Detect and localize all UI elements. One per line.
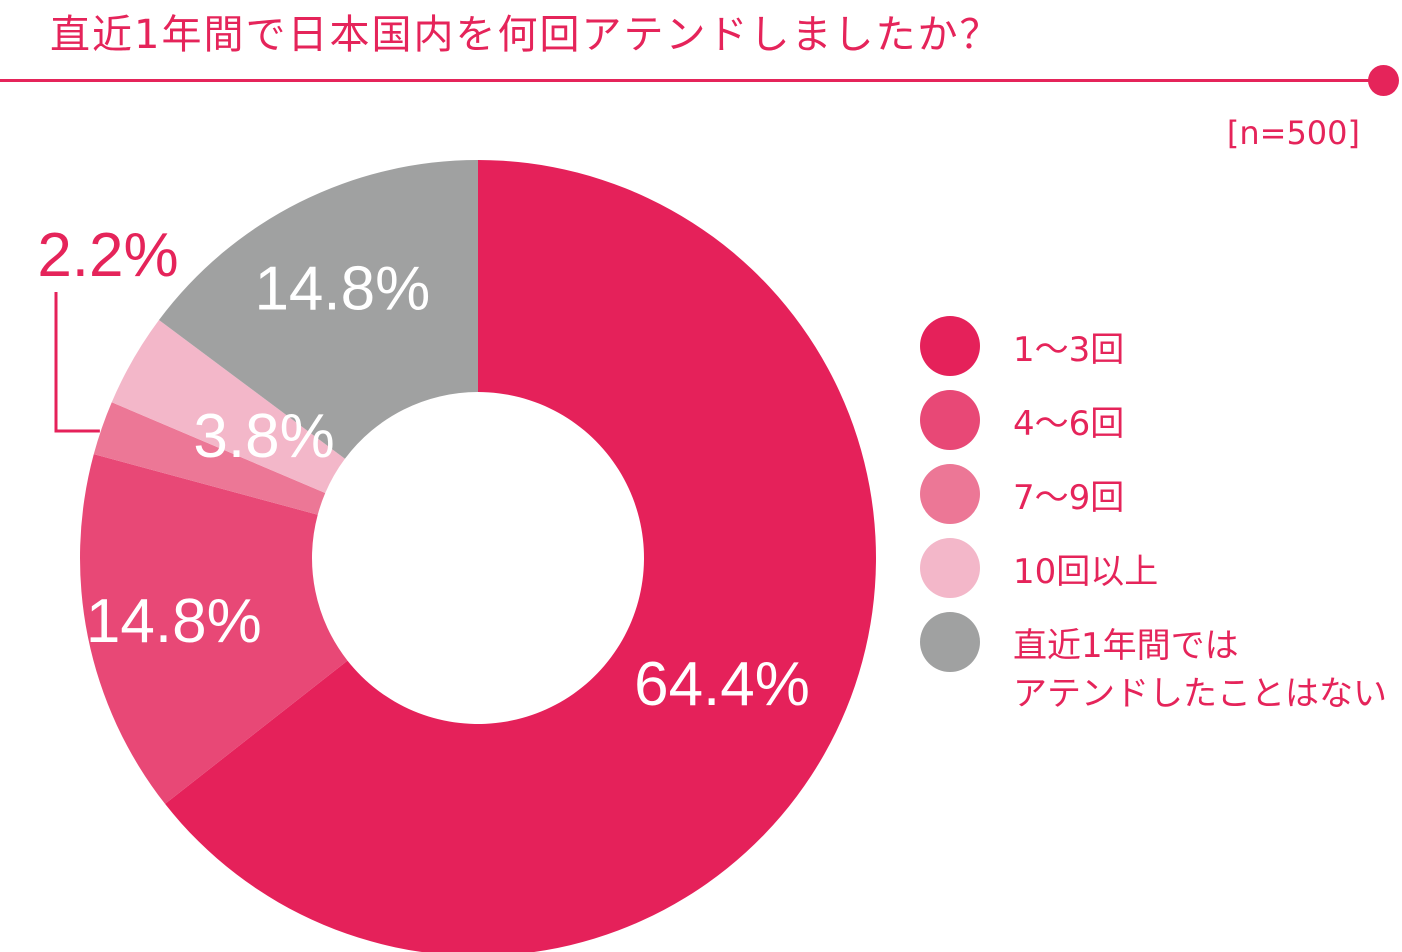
donut-segment-3 [111, 320, 345, 494]
legend-label-4: 直近1年間では アテンドしたことはない [1013, 626, 1387, 714]
legend-swatch-4 [920, 612, 980, 672]
legend-swatch-1 [920, 390, 980, 450]
donut-segment-0 [165, 160, 876, 952]
legend-swatch-3 [920, 538, 980, 598]
legend-label-0: 1〜3回 [1013, 330, 1125, 370]
legend-label-3: 10回以上 [1013, 552, 1159, 592]
legend-swatch-2 [920, 464, 980, 524]
data-label-0: 64.4% [634, 650, 810, 719]
donut-segment-4 [158, 160, 479, 459]
title-underline-dot [1368, 65, 1399, 96]
title-underline [0, 79, 1384, 82]
legend-label-1: 4〜6回 [1013, 404, 1125, 444]
chart-title: 直近1年間で日本国内を何回アテンドしましたか？ [50, 12, 1002, 58]
sample-size-label: [n=500] [1226, 114, 1360, 152]
data-label-2: 2.2% [37, 221, 178, 290]
donut-segment-1 [79, 454, 348, 804]
data-label-1: 14.8% [86, 587, 262, 656]
legend-swatch-0 [920, 316, 980, 376]
donut-segment-2 [93, 402, 326, 515]
legend-label-2: 7〜9回 [1013, 478, 1125, 518]
data-label-4: 14.8% [254, 255, 430, 324]
callout-line-2 [54, 292, 100, 433]
data-label-3: 3.8% [193, 402, 334, 471]
